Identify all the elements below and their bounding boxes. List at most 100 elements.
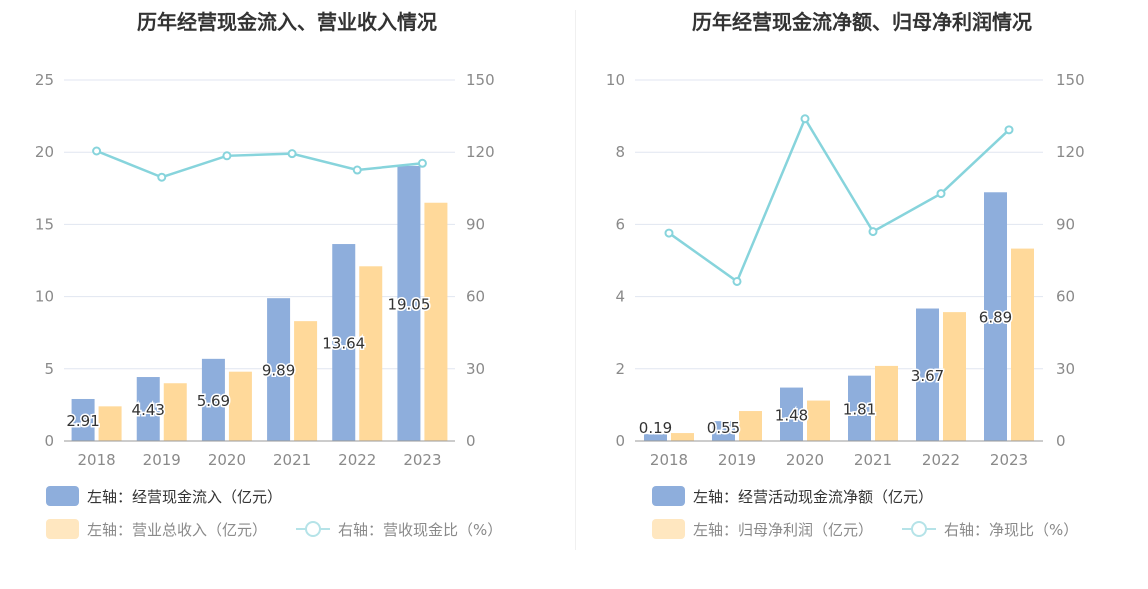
- data-label: 5.69: [197, 392, 230, 410]
- legend-item-bar2[interactable]: 左轴：归母净利润（亿元）: [652, 518, 873, 540]
- line-point: [868, 227, 878, 237]
- bar-series2: [807, 400, 830, 441]
- y-tick-label-left: 2: [615, 360, 625, 378]
- chart-title: 历年经营现金流入、营业收入情况: [137, 10, 437, 34]
- legend-item-bar1[interactable]: 左轴：经营活动现金流净额（亿元）: [652, 485, 933, 507]
- data-label: 0.55: [707, 419, 740, 437]
- chart-panel-left: 历年经营现金流入、营业收入情况 0 5 10 15 20 25 0 30 60 90 120 150 2…: [35, 10, 502, 540]
- x-tick-label: 2018: [77, 451, 115, 469]
- data-label: 4.43: [132, 401, 165, 419]
- legend-swatch-bar1: [652, 486, 685, 506]
- y-tick-label-right: 0: [466, 432, 476, 450]
- legend-swatch-bar2: [46, 519, 79, 539]
- line-point: [92, 146, 102, 156]
- bar-series2: [163, 383, 187, 441]
- legend-label-bar1: 左轴：经营现金流入（亿元）: [87, 487, 283, 506]
- y-tick-label-left: 4: [615, 288, 625, 306]
- chart-svg: 0 5 10 15 20 25 0 30 60 90 120 150 2018 2019 2020 2021 2…: [35, 71, 495, 469]
- data-label: 1.48: [775, 406, 808, 424]
- data-label: 3.67: [911, 367, 944, 385]
- data-label: 0.19: [639, 419, 672, 437]
- bar-series2: [1011, 248, 1034, 441]
- legend-item-bar2[interactable]: 左轴：营业总收入（亿元）: [46, 518, 267, 540]
- y-tick-label-left: 8: [615, 143, 625, 161]
- chart-title: 历年经营现金流净额、归母净利润情况: [692, 10, 1032, 34]
- data-label: 1.81: [843, 400, 876, 418]
- x-tick-label: 2023: [403, 451, 441, 469]
- line-point: [287, 149, 297, 159]
- x-tick-label: 2023: [990, 451, 1028, 469]
- chart-svg: 0 2 4 6 8 10 0 30 60 90 120 150 2018 2019 2020 2021 2022…: [606, 71, 1085, 469]
- line-point: [417, 158, 427, 168]
- y-tick-label-right: 90: [1056, 215, 1075, 233]
- y-tick-label-left: 6: [615, 215, 625, 233]
- bar-series1: [712, 421, 735, 441]
- y-tick-label-left: 25: [35, 71, 54, 89]
- legend-line-icon: [902, 519, 936, 539]
- line-point: [352, 165, 362, 175]
- panel-divider: [575, 10, 576, 550]
- bar-series2: [875, 365, 898, 441]
- chart-panel-right: 历年经营现金流净额、归母净利润情况 0 2 4 6 8 10 0 30 60 90 120 150 20…: [576, 0, 1148, 589]
- y-tick-label-left: 15: [35, 215, 54, 233]
- line-point: [800, 114, 810, 124]
- bar-series1: [848, 375, 871, 441]
- bar-series1: [397, 165, 421, 441]
- y-tick-label-left: 0: [44, 432, 54, 450]
- legend-label-bar1: 左轴：经营活动现金流净额（亿元）: [693, 487, 934, 506]
- y-tick-label-right: 60: [466, 288, 485, 306]
- x-tick-label: 2018: [650, 451, 688, 469]
- line-point: [1004, 125, 1014, 135]
- legend-label-bar2: 左轴：营业总收入（亿元）: [87, 520, 268, 539]
- y-tick-label-right: 30: [466, 360, 485, 378]
- data-label: 2.91: [66, 412, 99, 430]
- line-series: [96, 149, 423, 179]
- bar-series2: [943, 312, 966, 441]
- data-label: 13.64: [322, 335, 365, 353]
- bar-series2: [671, 433, 694, 441]
- legend-label-line: 右轴：营收现金比（%）: [338, 520, 503, 539]
- y-tick-label-left: 5: [44, 360, 54, 378]
- y-tick-label-left: 10: [35, 288, 54, 306]
- x-tick-label: 2021: [854, 451, 892, 469]
- y-tick-label-right: 60: [1056, 288, 1075, 306]
- y-tick-label-right: 30: [1056, 360, 1075, 378]
- line-point: [732, 276, 742, 286]
- y-tick-label-left: 10: [606, 71, 625, 89]
- x-tick-label: 2022: [922, 451, 960, 469]
- x-tick-label: 2022: [338, 451, 376, 469]
- legend-item-bar1[interactable]: 左轴：经营现金流入（亿元）: [46, 485, 282, 507]
- y-tick-label-right: 120: [1056, 143, 1085, 161]
- y-tick-label-right: 90: [466, 215, 485, 233]
- legend-line-icon: [296, 519, 330, 539]
- x-tick-label: 2021: [273, 451, 311, 469]
- bar-series2: [228, 371, 252, 441]
- line-point: [664, 228, 674, 238]
- bar-series1: [136, 377, 160, 441]
- bar-series1: [201, 358, 225, 441]
- legend-item-line[interactable]: 右轴：净现比（%）: [902, 518, 1078, 540]
- bar-series2: [359, 266, 383, 441]
- bar-series1: [780, 387, 803, 441]
- y-tick-label-left: 0: [615, 432, 625, 450]
- x-tick-label: 2020: [786, 451, 824, 469]
- bar-series1: [916, 308, 939, 441]
- x-tick-label: 2019: [718, 451, 756, 469]
- bar-series2: [294, 321, 318, 441]
- line-point: [157, 172, 167, 182]
- y-tick-label-right: 150: [1056, 71, 1085, 89]
- line-point: [222, 151, 232, 161]
- y-tick-label-right: 150: [466, 71, 495, 89]
- legend-item-line[interactable]: 右轴：营收现金比（%）: [296, 518, 502, 540]
- bar-series2: [424, 202, 448, 441]
- data-label: 6.89: [979, 309, 1012, 327]
- data-label: 9.89: [262, 362, 295, 380]
- bar-series1: [267, 298, 291, 441]
- y-tick-label-right: 120: [466, 143, 495, 161]
- bar-series2: [98, 406, 122, 441]
- legend-label-line: 右轴：净现比（%）: [944, 520, 1079, 539]
- legend-swatch-bar1: [46, 486, 79, 506]
- line-point: [936, 189, 946, 199]
- line-series: [668, 115, 1010, 284]
- bar-series1: [71, 398, 95, 441]
